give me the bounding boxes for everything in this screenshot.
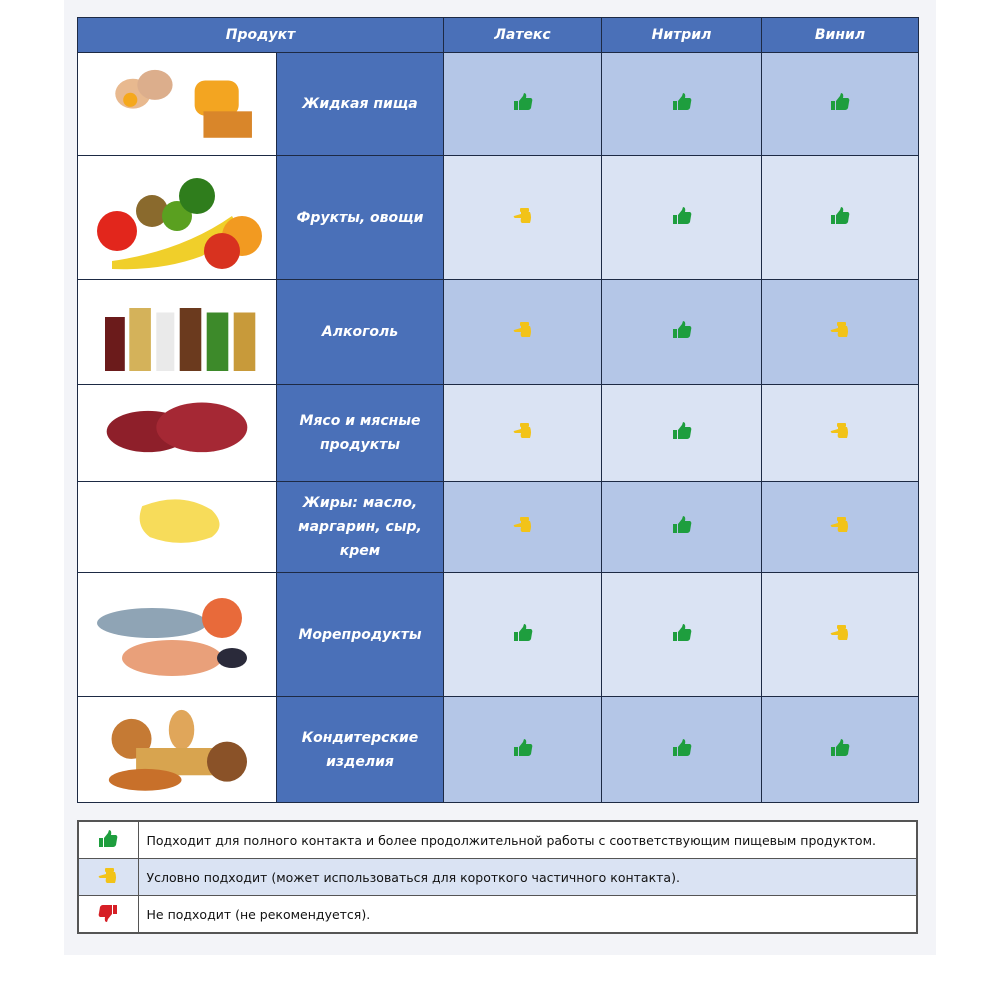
rating-nitrile <box>601 481 762 573</box>
header-nitrile: Нитрил <box>601 17 762 53</box>
product-name: Жиры: масло, маргарин, сыр, крем <box>276 481 444 573</box>
rating-nitrile <box>601 52 762 156</box>
legend-text: Подходит для полного контакта и более пр… <box>137 820 918 859</box>
table-row: Мясо и мясные продукты <box>77 384 919 482</box>
legend-icon-cell <box>77 858 139 896</box>
rating-nitrile <box>601 572 762 697</box>
legend-text: Условно подходит (может использоваться д… <box>137 858 918 896</box>
thumbs-up-icon <box>513 623 532 641</box>
product-image <box>77 279 277 385</box>
thumbs-up-icon <box>672 516 691 533</box>
pastry-image <box>108 709 247 791</box>
rating-latex <box>443 52 602 156</box>
thumbs-up-icon <box>672 206 691 224</box>
pointing-hand-icon <box>513 322 531 337</box>
rating-vinyl <box>761 696 919 803</box>
pointing-hand-icon <box>513 517 531 532</box>
product-name: Кондитерские изделия <box>276 696 444 803</box>
thumbs-up-icon <box>513 93 532 110</box>
product-image <box>77 481 277 573</box>
legend-table: Подходит для полного контакта и более пр… <box>77 820 918 934</box>
rating-vinyl <box>761 384 919 482</box>
product-name: Фрукты, овощи <box>276 155 444 280</box>
pointing-hand-icon <box>830 423 848 438</box>
product-image <box>77 52 277 156</box>
pointing-hand-icon <box>513 207 531 223</box>
pointing-hand-icon <box>98 867 117 883</box>
rating-latex <box>443 696 602 803</box>
rating-latex <box>443 384 602 482</box>
rating-nitrile <box>601 696 762 803</box>
legend-row: Подходит для полного контакта и более пр… <box>77 820 918 859</box>
thumbs-up-icon <box>831 93 850 110</box>
legend-text: Не подходит (не рекомендуется). <box>137 895 918 934</box>
rating-latex <box>443 155 602 280</box>
pointing-hand-icon <box>830 624 848 640</box>
rating-vinyl <box>761 155 919 280</box>
product-name: Алкоголь <box>276 279 444 385</box>
product-image <box>77 696 277 803</box>
thumbs-up-icon <box>831 738 850 756</box>
rating-nitrile <box>601 155 762 280</box>
table-row: Жиры: масло, маргарин, сыр, крем <box>77 481 919 573</box>
glove-compatibility-table: Продукт Латекс Нитрил Винил Жидкая пища Ф… <box>77 17 919 803</box>
table-row: Алкоголь <box>77 279 919 385</box>
rating-nitrile <box>601 279 762 385</box>
thumbs-up-icon <box>99 829 118 847</box>
rating-vinyl <box>761 481 919 573</box>
rating-vinyl <box>761 52 919 156</box>
legend-icon-cell <box>77 820 139 859</box>
rating-latex <box>443 481 602 573</box>
product-name: Жидкая пища <box>276 52 444 156</box>
thumbs-up-icon <box>672 623 691 641</box>
thumbs-up-icon <box>831 206 850 224</box>
product-image <box>77 384 277 482</box>
thumbs-down-icon <box>98 904 118 922</box>
header-vinyl: Винил <box>761 17 919 53</box>
table-row: Кондитерские изделия <box>77 696 919 803</box>
rating-nitrile <box>601 384 762 482</box>
seafood-image <box>97 597 247 676</box>
rating-latex <box>443 279 602 385</box>
rating-vinyl <box>761 279 919 385</box>
pointing-hand-icon <box>830 517 848 532</box>
rating-vinyl <box>761 572 919 697</box>
fruits-vegetables-image <box>97 177 262 269</box>
product-image <box>77 572 277 697</box>
pointing-hand-icon <box>513 423 531 438</box>
thumbs-up-icon <box>672 321 691 338</box>
eggs-honey-image <box>115 69 252 138</box>
legend-row: Не подходит (не рекомендуется). <box>77 895 918 934</box>
butter-image <box>139 498 220 543</box>
rating-latex <box>443 572 602 697</box>
thumbs-up-icon <box>672 93 691 110</box>
header-product: Продукт <box>77 17 444 53</box>
thumbs-up-icon <box>672 738 691 756</box>
thumbs-up-icon <box>513 738 532 756</box>
meat-image <box>106 402 248 452</box>
product-name: Мясо и мясные продукты <box>276 384 444 482</box>
legend-icon-cell <box>77 895 139 934</box>
header-latex: Латекс <box>443 17 602 53</box>
table-row: Жидкая пища <box>77 52 919 156</box>
bottles-image <box>105 307 256 371</box>
pointing-hand-icon <box>830 322 848 337</box>
product-image <box>77 155 277 280</box>
product-name: Морепродукты <box>276 572 444 697</box>
table-row: Морепродукты <box>77 572 919 697</box>
table-row: Фрукты, овощи <box>77 155 919 280</box>
thumbs-up-icon <box>672 422 691 439</box>
legend-row: Условно подходит (может использоваться д… <box>77 858 918 896</box>
